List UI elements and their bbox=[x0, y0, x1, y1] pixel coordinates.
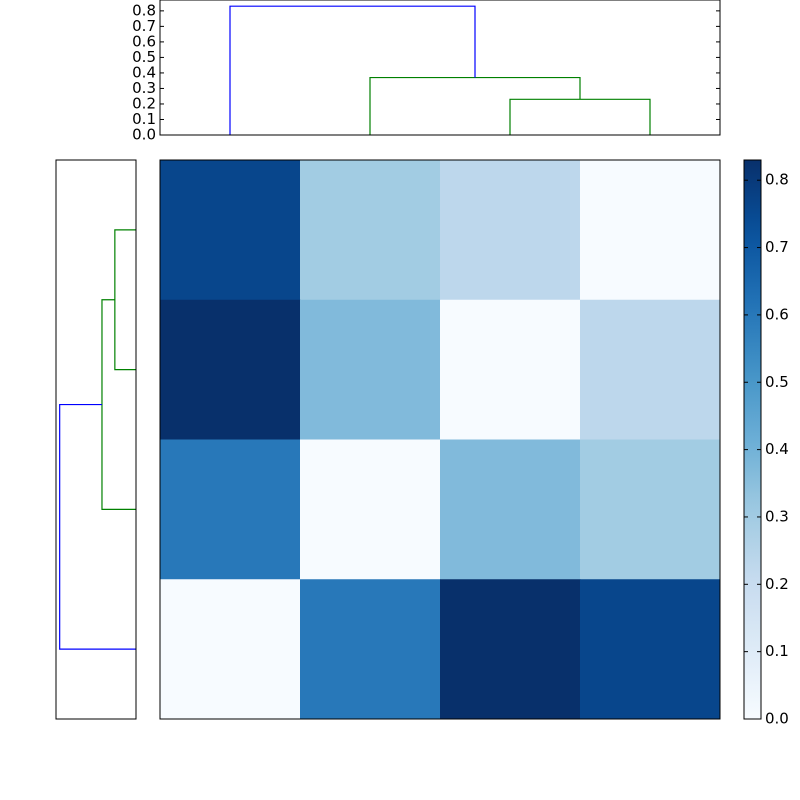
heatmap-cell bbox=[300, 299, 441, 440]
heatmap-cell bbox=[440, 299, 581, 440]
dendrogram-link bbox=[369, 76, 581, 135]
y-tick-label: 0.0 bbox=[132, 126, 156, 144]
axes-frame bbox=[55, 159, 137, 720]
colorbar-tick-label: 0.1 bbox=[765, 642, 789, 660]
y-tick-label: 0.1 bbox=[132, 110, 156, 128]
heatmap-cell bbox=[440, 439, 581, 580]
heatmap-cell bbox=[580, 579, 721, 720]
heatmap-cell bbox=[160, 160, 301, 301]
colorbar-tick-label: 0.0 bbox=[765, 710, 789, 728]
heatmap-cell bbox=[440, 160, 581, 301]
heatmap-cell bbox=[300, 439, 441, 580]
heatmap-cell bbox=[580, 299, 721, 440]
dendrogram-link bbox=[59, 403, 136, 650]
colorbar-tick-label: 0.2 bbox=[765, 575, 789, 593]
y-tick-label: 0.4 bbox=[132, 63, 156, 81]
colorbar-tick-label: 0.3 bbox=[765, 507, 789, 525]
colorbar bbox=[743, 159, 762, 720]
colorbar-tick-label: 0.4 bbox=[765, 440, 789, 458]
axes-frame bbox=[159, 159, 721, 720]
colorbar-tick-label: 0.6 bbox=[765, 305, 789, 323]
axes-frame bbox=[159, 0, 721, 136]
dendrogram-link bbox=[101, 299, 136, 510]
y-tick-label: 0.2 bbox=[132, 94, 156, 112]
heatmap-cell bbox=[300, 579, 441, 720]
dendrogram-link bbox=[229, 5, 476, 135]
heatmap-cell bbox=[300, 160, 441, 301]
dendrogram-link bbox=[114, 229, 136, 371]
y-tick-label: 0.7 bbox=[132, 17, 156, 35]
colorbar-tick-label: 0.5 bbox=[765, 373, 789, 391]
heatmap-cell bbox=[580, 160, 721, 301]
heatmap-cell bbox=[160, 579, 301, 720]
y-tick-label: 0.8 bbox=[132, 1, 156, 19]
colorbar-tick-label: 0.7 bbox=[765, 238, 789, 256]
heatmap-cell bbox=[580, 439, 721, 580]
y-tick-label: 0.5 bbox=[132, 48, 156, 66]
colorbar-tick-label: 0.8 bbox=[765, 171, 789, 189]
dendrogram-link bbox=[509, 98, 651, 135]
y-tick-label: 0.6 bbox=[132, 32, 156, 50]
heatmap-cell bbox=[440, 579, 581, 720]
heatmap-cell bbox=[160, 439, 301, 580]
heatmap-cell bbox=[160, 299, 301, 440]
y-tick-label: 0.3 bbox=[132, 79, 156, 97]
